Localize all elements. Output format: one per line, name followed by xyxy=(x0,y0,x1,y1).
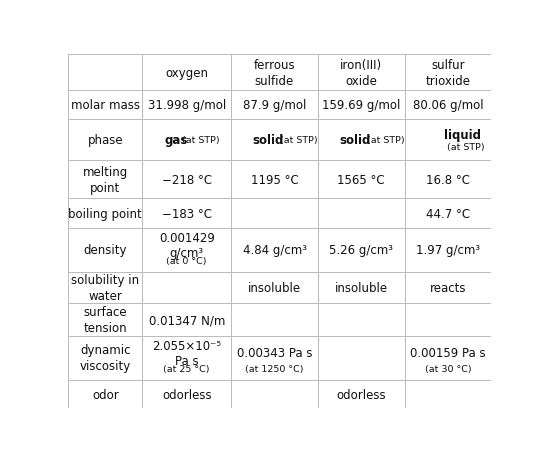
Text: 0.00159 Pa s: 0.00159 Pa s xyxy=(410,347,486,359)
Bar xyxy=(318,119,405,161)
Bar xyxy=(68,380,143,409)
Text: (at 30 °C): (at 30 °C) xyxy=(425,364,471,374)
Text: −218 °C: −218 °C xyxy=(162,174,212,186)
Bar xyxy=(318,304,405,336)
Bar xyxy=(405,91,491,119)
Bar xyxy=(143,55,231,91)
Text: 1195 °C: 1195 °C xyxy=(251,174,299,186)
Text: 44.7 °C: 44.7 °C xyxy=(426,207,470,220)
Text: (at 1250 °C): (at 1250 °C) xyxy=(245,364,304,374)
Text: insoluble: insoluble xyxy=(335,281,388,294)
Bar xyxy=(68,161,143,199)
Bar xyxy=(143,380,231,409)
Text: phase: phase xyxy=(87,134,123,147)
Text: gas: gas xyxy=(164,134,188,147)
Text: 80.06 g/mol: 80.06 g/mol xyxy=(413,99,483,112)
Text: odorless: odorless xyxy=(336,388,386,401)
Bar xyxy=(405,161,491,199)
Bar xyxy=(231,272,318,304)
Bar xyxy=(68,272,143,304)
Text: (at 0 °C): (at 0 °C) xyxy=(167,257,207,266)
Text: iron(III)
oxide: iron(III) oxide xyxy=(340,58,382,87)
Text: reacts: reacts xyxy=(430,281,466,294)
Text: oxygen: oxygen xyxy=(165,67,208,79)
Bar xyxy=(231,336,318,380)
Bar xyxy=(68,55,143,91)
Text: sulfur
trioxide: sulfur trioxide xyxy=(425,58,471,87)
Bar xyxy=(318,272,405,304)
Text: (at STP): (at STP) xyxy=(182,136,219,145)
Text: 5.26 g/cm³: 5.26 g/cm³ xyxy=(329,244,393,257)
Text: odorless: odorless xyxy=(162,388,211,401)
Bar xyxy=(231,304,318,336)
Bar xyxy=(405,380,491,409)
Bar xyxy=(143,119,231,161)
Text: 0.01347 N/m: 0.01347 N/m xyxy=(149,313,225,326)
Text: −183 °C: −183 °C xyxy=(162,207,212,220)
Bar xyxy=(68,199,143,229)
Text: ferrous
sulfide: ferrous sulfide xyxy=(254,58,295,87)
Bar xyxy=(231,55,318,91)
Text: solubility in
water: solubility in water xyxy=(71,274,139,302)
Bar xyxy=(143,199,231,229)
Text: surface
tension: surface tension xyxy=(84,306,127,335)
Bar xyxy=(318,380,405,409)
Bar xyxy=(68,229,143,272)
Bar xyxy=(143,272,231,304)
Bar xyxy=(68,91,143,119)
Bar xyxy=(405,199,491,229)
Text: odor: odor xyxy=(92,388,118,401)
Bar xyxy=(405,336,491,380)
Bar xyxy=(231,161,318,199)
Bar xyxy=(318,91,405,119)
Bar xyxy=(231,199,318,229)
Text: density: density xyxy=(84,244,127,257)
Text: 159.69 g/mol: 159.69 g/mol xyxy=(322,99,400,112)
Text: melting
point: melting point xyxy=(82,165,128,194)
Bar xyxy=(231,91,318,119)
Bar xyxy=(143,229,231,272)
Bar xyxy=(405,119,491,161)
Text: 4.84 g/cm³: 4.84 g/cm³ xyxy=(242,244,306,257)
Text: 2.055×10⁻⁵
Pa s: 2.055×10⁻⁵ Pa s xyxy=(152,339,221,367)
Bar xyxy=(405,304,491,336)
Bar xyxy=(318,161,405,199)
Bar xyxy=(405,272,491,304)
Bar xyxy=(68,119,143,161)
Bar xyxy=(68,304,143,336)
Bar xyxy=(143,304,231,336)
Bar xyxy=(231,380,318,409)
Text: 0.00343 Pa s: 0.00343 Pa s xyxy=(237,347,312,359)
Bar xyxy=(231,229,318,272)
Text: solid: solid xyxy=(253,134,284,147)
Text: 31.998 g/mol: 31.998 g/mol xyxy=(147,99,226,112)
Bar xyxy=(318,55,405,91)
Text: (at STP): (at STP) xyxy=(447,143,484,152)
Bar xyxy=(68,336,143,380)
Text: 1565 °C: 1565 °C xyxy=(337,174,385,186)
Bar xyxy=(143,336,231,380)
Text: molar mass: molar mass xyxy=(71,99,140,112)
Text: 1.97 g/cm³: 1.97 g/cm³ xyxy=(416,244,480,257)
Text: 0.001429
g/cm³: 0.001429 g/cm³ xyxy=(159,231,215,259)
Text: 16.8 °C: 16.8 °C xyxy=(426,174,470,186)
Bar xyxy=(405,55,491,91)
Text: dynamic
viscosity: dynamic viscosity xyxy=(80,344,131,373)
Text: solid: solid xyxy=(340,134,371,147)
Text: (at 25 °C): (at 25 °C) xyxy=(163,364,210,374)
Text: boiling point: boiling point xyxy=(68,207,142,220)
Bar xyxy=(318,229,405,272)
Text: insoluble: insoluble xyxy=(248,281,301,294)
Text: 87.9 g/mol: 87.9 g/mol xyxy=(243,99,306,112)
Bar xyxy=(231,119,318,161)
Bar xyxy=(318,199,405,229)
Bar xyxy=(405,229,491,272)
Bar xyxy=(318,336,405,380)
Bar xyxy=(143,91,231,119)
Text: (at STP): (at STP) xyxy=(280,136,318,145)
Text: liquid: liquid xyxy=(444,128,480,141)
Text: (at STP): (at STP) xyxy=(367,136,405,145)
Bar xyxy=(143,161,231,199)
